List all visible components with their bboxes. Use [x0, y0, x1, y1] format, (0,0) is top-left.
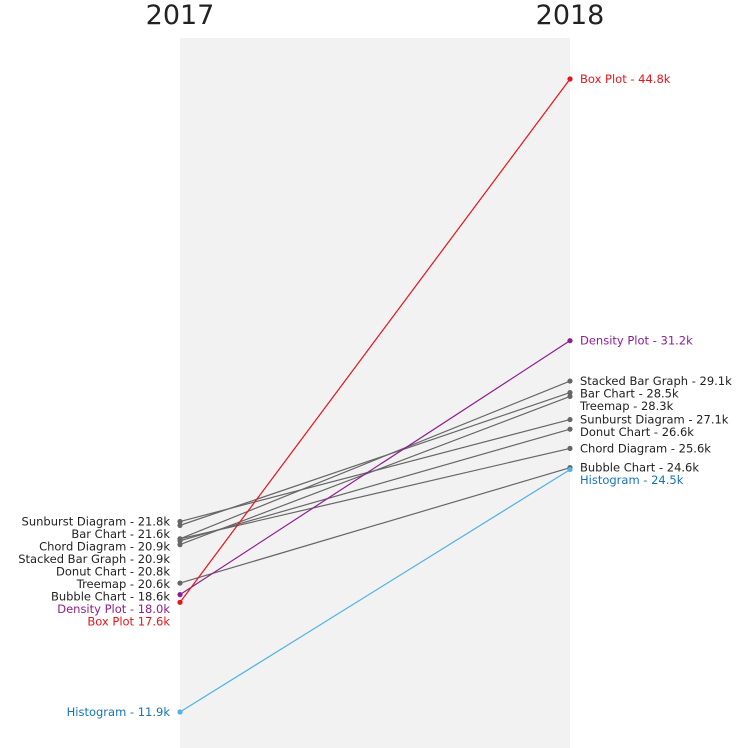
label-right-stacked-bar-graph: Stacked Bar Graph - 29.1k — [580, 374, 732, 388]
label-left-bar-chart: Bar Chart - 21.6k — [71, 527, 170, 541]
series-line-donut-chart — [179, 428, 571, 542]
point-stacked-bar-graph-right — [567, 378, 573, 384]
point-bubble-chart-left — [177, 580, 183, 586]
label-left-sunburst-diagram: Sunburst Diagram - 21.8k — [22, 515, 171, 529]
point-bar-chart-right — [567, 390, 573, 396]
label-right-bubble-chart: Bubble Chart - 24.6k — [580, 461, 699, 475]
series-line-bubble-chart — [179, 467, 571, 584]
point-histogram-left — [177, 709, 183, 715]
point-donut-chart-left — [177, 538, 183, 544]
point-box-plot-left — [177, 599, 183, 605]
slope-lines — [179, 78, 571, 713]
label-right-histogram: Histogram - 24.5k — [580, 473, 684, 487]
series-line-density-plot — [179, 340, 571, 596]
series-line-box-plot — [179, 78, 571, 603]
label-right-donut-chart: Donut Chart - 26.6k — [580, 425, 694, 439]
label-left-donut-chart: Donut Chart - 20.8k — [56, 565, 170, 579]
point-sunburst-diagram-left — [177, 518, 183, 525]
label-left-box-plot: Box Plot 17.6k — [87, 615, 170, 629]
label-right-sunburst-diagram: Sunburst Diagram - 27.1k — [580, 413, 729, 427]
point-treemap-left — [177, 542, 183, 548]
slope-dots — [177, 76, 573, 715]
label-left-density-plot: Density Plot - 18.0k — [57, 602, 170, 616]
series-line-treemap — [179, 395, 571, 546]
point-density-plot-left — [177, 592, 183, 598]
label-right-bar-chart: Bar Chart - 28.5k — [580, 387, 679, 401]
series-line-chord-diagram — [179, 447, 571, 540]
point-chord-diagram-right — [567, 445, 573, 452]
label-right-treemap: Treemap - 28.3k — [579, 399, 674, 413]
label-right-chord-diagram: Chord Diagram - 25.6k — [580, 441, 711, 455]
label-left-chord-diagram: Chord Diagram - 20.9k — [39, 540, 170, 554]
point-box-plot-right — [567, 76, 573, 82]
series-line-histogram — [179, 469, 571, 713]
year-label-right: 2018 — [536, 0, 605, 31]
point-donut-chart-right — [567, 426, 573, 432]
point-treemap-right — [567, 393, 573, 400]
point-density-plot-right — [567, 338, 573, 344]
label-left-stacked-bar-graph: Stacked Bar Graph - 20.9k — [18, 552, 170, 566]
label-left-histogram: Histogram - 11.9k — [67, 705, 171, 719]
label-right-box-plot: Box Plot - 44.8k — [580, 72, 671, 86]
point-sunburst-diagram-right — [567, 416, 573, 423]
label-left-treemap: Treemap - 20.6k — [76, 577, 171, 591]
series-line-bar-chart — [179, 392, 571, 526]
plot-band — [180, 38, 570, 748]
label-left-bubble-chart: Bubble Chart - 18.6k — [51, 590, 170, 604]
point-bar-chart-left — [177, 522, 183, 528]
label-right-density-plot: Density Plot - 31.2k — [580, 334, 693, 348]
year-label-left: 2017 — [146, 0, 215, 31]
point-histogram-right — [567, 466, 573, 473]
series-line-stacked-bar-graph — [179, 380, 571, 540]
